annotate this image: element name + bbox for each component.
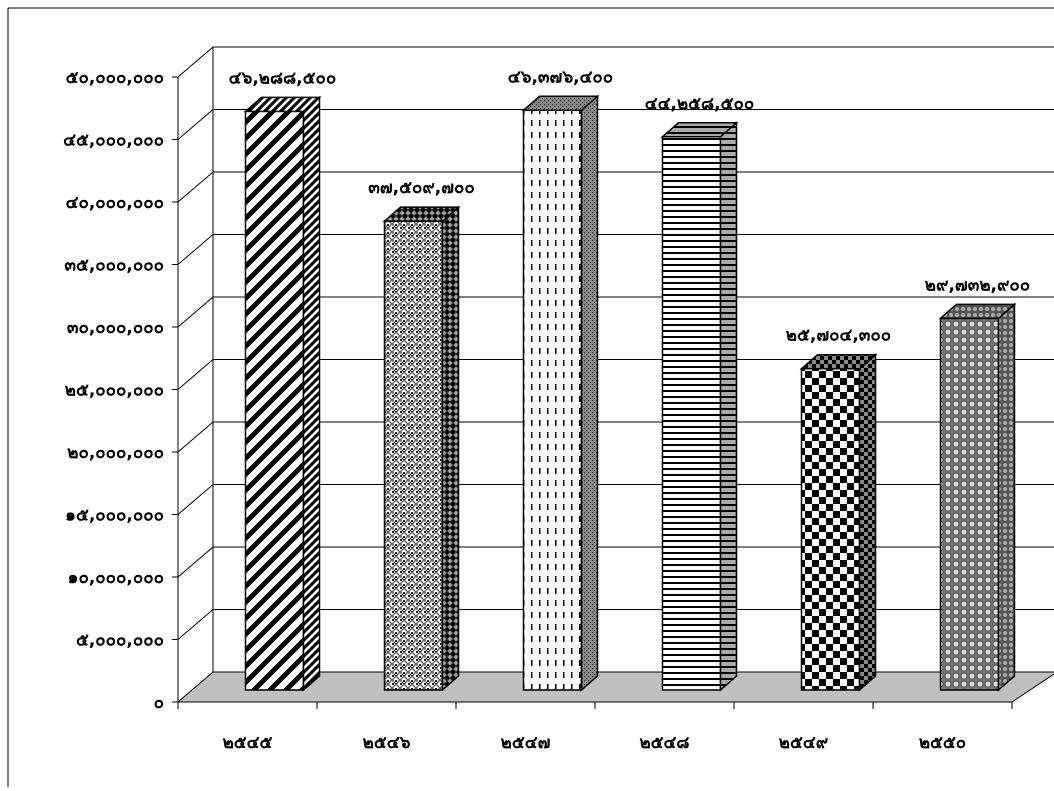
data-label: ๔๖,๓๗๖,๔๐๐	[508, 67, 613, 87]
bar-front	[939, 317, 1000, 691]
bar-front	[244, 110, 305, 691]
bar-top	[382, 206, 461, 222]
data-label: ๒๕,๗๐๔,๓๐๐	[786, 326, 891, 346]
bar-top	[660, 122, 739, 138]
y-tick-label: ๓๕,๐๐๐,๐๐๐	[64, 256, 164, 276]
y-tick-label: ๓๐,๐๐๐,๐๐๐	[67, 318, 164, 338]
bar-side	[858, 353, 877, 692]
bar	[660, 121, 739, 692]
y-tick-label: ๕,๐๐๐,๐๐๐	[76, 631, 164, 651]
data-label: ๓๗,๕๐๙,๗๐๐	[368, 178, 475, 198]
bar	[382, 205, 461, 692]
bar-side	[441, 205, 460, 692]
bar-top	[938, 303, 1017, 320]
x-tick-label: ๒๕๔๖	[363, 733, 411, 753]
gridline-diagonal	[177, 109, 214, 140]
gridlines	[177, 46, 1054, 640]
gridline-diagonal	[177, 234, 214, 265]
bar-front	[661, 136, 722, 691]
bar-side	[302, 95, 321, 692]
gridline-diagonal	[177, 546, 214, 578]
y-tick-label: ๕๐,๐๐๐,๐๐๐	[66, 68, 164, 88]
y-tick-label: ๐	[154, 693, 164, 713]
gridline-diagonal	[177, 46, 214, 78]
bar-top	[243, 96, 322, 113]
gridline-diagonal	[177, 484, 214, 515]
y-tick-label: ๒๐,๐๐๐,๐๐๐	[67, 443, 164, 463]
gridline-diagonal	[177, 171, 214, 203]
y-tick-label: ๑๕,๐๐๐,๐๐๐	[65, 506, 164, 526]
bar-front	[383, 220, 444, 691]
gridline-diagonal	[177, 421, 214, 453]
bar-side	[719, 121, 738, 692]
bar	[799, 353, 878, 692]
bar-side	[580, 94, 599, 692]
x-tick-label: ๒๕๕๐	[919, 733, 966, 753]
data-label: ๒๙,๗๓๒,๙๐๐	[925, 275, 1030, 295]
bar-side	[997, 302, 1016, 692]
y-tick-label: ๔๐,๐๐๐,๐๐๐	[66, 193, 164, 213]
x-axis: ๒๕๔๕ ๒๕๔๖ ๒๕๔๗ ๒๕๔๘ ๒๕๔๙ ๒๕๕๐	[177, 701, 1013, 753]
x-tick-label: ๒๕๔๙	[779, 733, 828, 753]
bar	[243, 95, 322, 692]
bar	[521, 94, 600, 692]
bar-top	[521, 95, 600, 112]
y-axis: ๐ ๕,๐๐๐,๐๐๐ ๑๐,๐๐๐,๐๐๐ ๑๕,๐๐๐,๐๐๐ ๒๐,๐๐๐,๐๐๐…	[63, 68, 178, 713]
y-tick-label: ๒๕,๐๐๐,๐๐๐	[65, 381, 164, 401]
bar-front	[800, 367, 861, 691]
bar-front	[522, 109, 583, 691]
gridline-diagonal	[177, 296, 214, 328]
bar-top	[799, 353, 878, 370]
x-tick-label: ๒๕๔๗	[501, 733, 551, 753]
x-tick-label: ๒๕๔๘	[639, 733, 689, 753]
gridline-diagonal	[177, 359, 214, 390]
data-label: ๔๖,๒๘๘,๕๐๐	[229, 68, 337, 88]
x-tick-label: ๒๕๔๕	[223, 733, 273, 753]
data-label: ๔๔,๒๕๘,๕๐๐	[645, 94, 754, 114]
y-tick-label: ๑๐,๐๐๐,๐๐๐	[68, 568, 164, 588]
y-tick-label: ๔๕,๐๐๐,๐๐๐	[63, 131, 164, 151]
bar	[938, 302, 1017, 692]
gridline-diagonal	[177, 609, 214, 640]
bars	[243, 94, 1017, 692]
